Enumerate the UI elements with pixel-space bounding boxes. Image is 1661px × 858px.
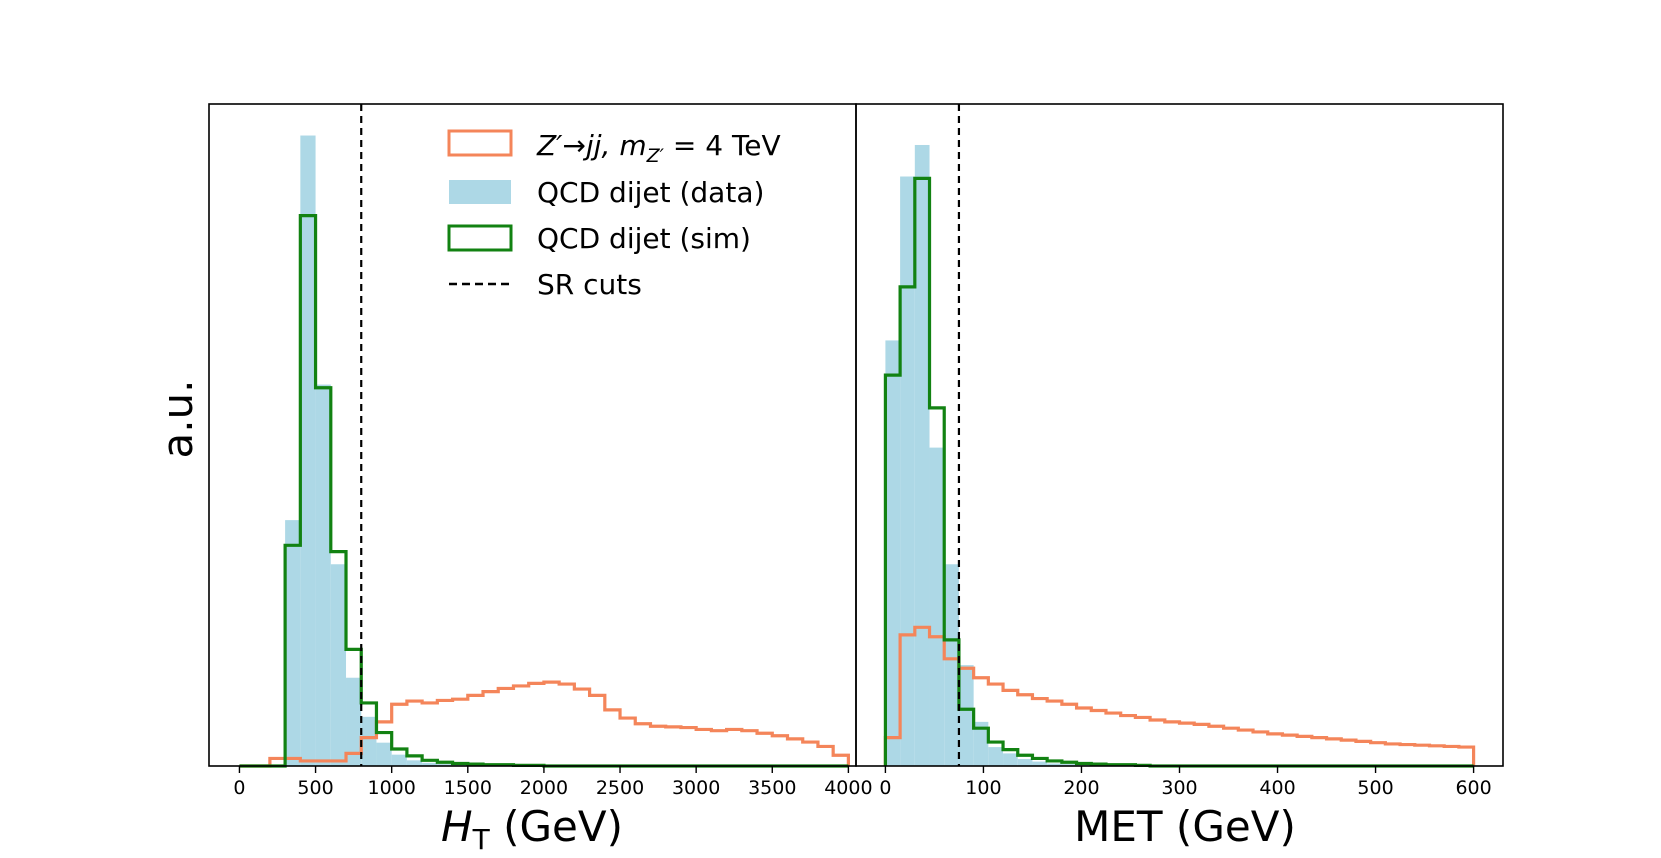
data-bar [914, 144, 930, 766]
legend-signal-swatch [447, 129, 513, 157]
data-bar [346, 677, 362, 766]
data-bar [330, 564, 347, 766]
x-tick-label: 2000 [520, 777, 568, 799]
data-bar [1003, 753, 1018, 766]
x-tick-label: 500 [1357, 777, 1393, 799]
data-bar [958, 665, 974, 766]
x-tick-label: 4000 [824, 777, 872, 799]
data-bar [376, 742, 392, 766]
legend-signal-label: Z′→jj, mZ′ = 4 TeV [536, 129, 781, 167]
data-bar [406, 760, 423, 766]
x-axis-label-ht: HT (GeV) [441, 802, 623, 856]
x-tick-label: 100 [965, 777, 1001, 799]
x-tick-label: 400 [1259, 777, 1295, 799]
data-bar [944, 564, 959, 766]
data-bar [900, 176, 915, 766]
legend-data-swatch [449, 180, 511, 204]
data-bar [361, 716, 377, 766]
x-tick-label: 0 [879, 777, 891, 799]
data-bar [1061, 764, 1077, 766]
data-bar [422, 762, 438, 766]
x-tick-label: 1500 [444, 777, 492, 799]
sim-step-line [883, 176, 1474, 768]
data-bar [988, 747, 1004, 766]
x-tick-label: 3500 [748, 777, 796, 799]
signal-step-line [883, 625, 1476, 766]
data-bar [1047, 763, 1062, 766]
x-tick-label: 500 [297, 777, 333, 799]
legend-cut-label: SR cuts [537, 268, 642, 301]
signal-step-line [239, 680, 850, 768]
data-bar [1032, 761, 1048, 766]
x-tick-label: 300 [1161, 777, 1197, 799]
data-bar [300, 135, 316, 766]
legend: Z′→jj, mZ′ = 4 TeV QCD dijet (data) QCD … [447, 129, 781, 301]
data-bar [929, 447, 945, 766]
data-bar [973, 721, 989, 766]
x-tick-label: 200 [1063, 777, 1099, 799]
legend-sim-swatch [447, 224, 513, 252]
x-tick-label: 1000 [368, 777, 416, 799]
data-bar [437, 764, 453, 766]
legend-sim-label: QCD dijet (sim) [537, 222, 751, 255]
y-axis-label: a.u. [153, 379, 202, 458]
data-bar [285, 520, 301, 766]
x-tick-label: 3000 [672, 777, 720, 799]
x-axis-label-met: MET (GeV) [1074, 802, 1296, 851]
data-bar [885, 340, 901, 766]
data-bar [1017, 759, 1033, 766]
legend-data-label: QCD dijet (data) [537, 176, 764, 209]
x-tick-label: 600 [1455, 777, 1491, 799]
panel-met: 0 100 200 300 400 500 600 [855, 103, 1504, 799]
x-tick-label: 2500 [596, 777, 644, 799]
data-bar [391, 754, 407, 766]
data-bar [315, 384, 331, 766]
x-tick-label: 0 [233, 777, 245, 799]
